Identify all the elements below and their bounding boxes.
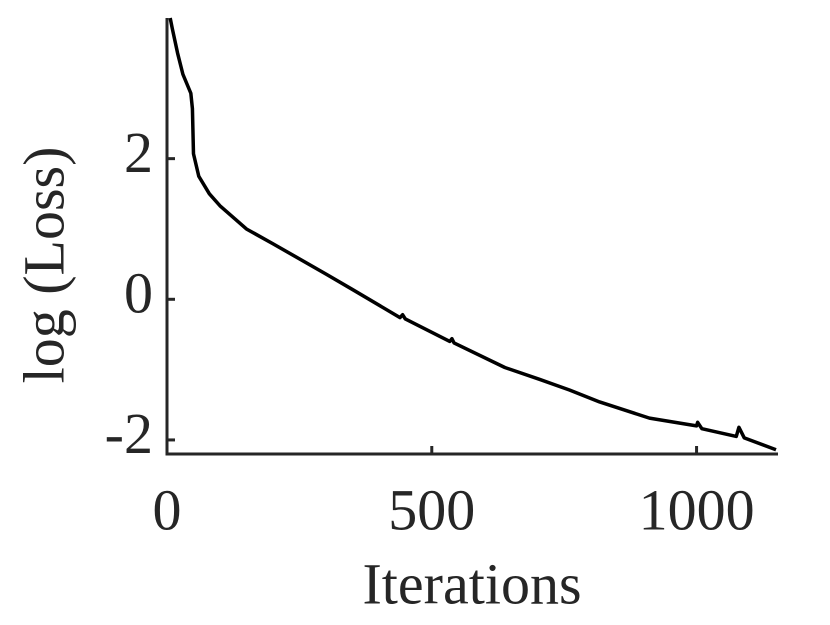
x-axis-label: Iterations (362, 551, 581, 616)
y-tick-label: 2 (124, 120, 153, 185)
y-axis-label: log (Loss) (11, 147, 76, 384)
y-tick-label: -2 (105, 401, 153, 466)
loss-line (168, 17, 777, 452)
x-tick-label: 0 (153, 477, 182, 542)
x-tick-label: 500 (388, 477, 475, 542)
y-tick-label: 0 (124, 261, 153, 326)
x-tick-label: 1000 (639, 477, 755, 542)
